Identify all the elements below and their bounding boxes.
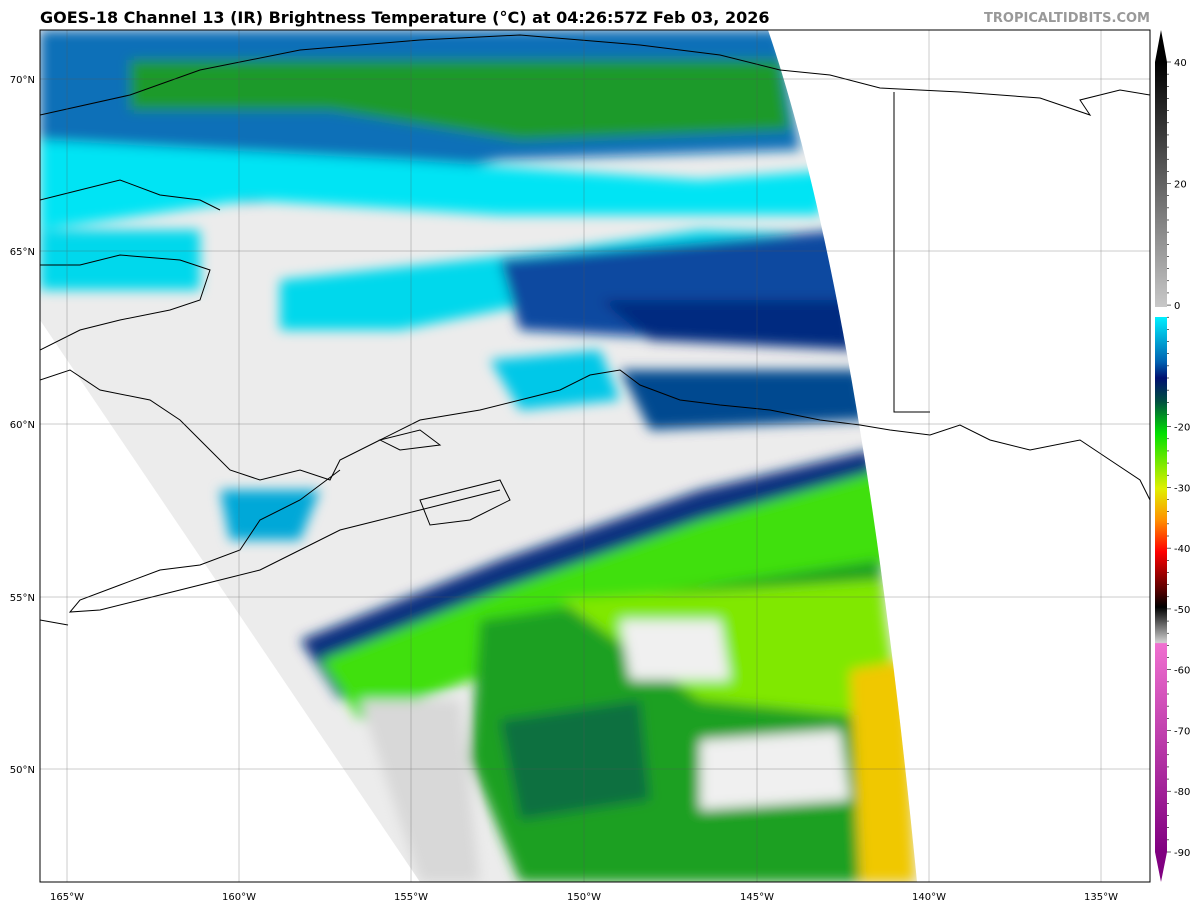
brand-watermark: TROPICALTIDBITS.COM bbox=[984, 11, 1150, 26]
lat-label: 65°N bbox=[10, 247, 35, 258]
colorbar-max-arrow bbox=[1155, 30, 1167, 62]
colorbar-ticks: 40 20 0 -20 -30 -40 -50 -60 -70 -80 -90 bbox=[1167, 58, 1190, 859]
lon-label: 165°W bbox=[50, 892, 84, 903]
lon-label: 160°W bbox=[222, 892, 256, 903]
lat-label: 50°N bbox=[10, 765, 35, 776]
lon-label: 140°W bbox=[912, 892, 946, 903]
colorbar-tick-label: 20 bbox=[1174, 180, 1187, 191]
latitude-labels: 70°N 65°N 60°N 55°N 50°N bbox=[10, 75, 35, 776]
lat-label: 70°N bbox=[10, 75, 35, 86]
graticule bbox=[40, 30, 1150, 882]
colorbar-min-arrow bbox=[1155, 852, 1167, 882]
lon-label: 135°W bbox=[1084, 892, 1118, 903]
colorbar-tick-label: 40 bbox=[1174, 58, 1187, 69]
colorbar-tick-label: -50 bbox=[1174, 605, 1190, 616]
colorbar-tick-label: -90 bbox=[1174, 848, 1190, 859]
colorbar: 40 20 0 -20 -30 -40 -50 -60 -70 -80 -90 bbox=[1155, 30, 1190, 882]
map-title: GOES-18 Channel 13 (IR) Brightness Tempe… bbox=[40, 8, 770, 27]
colorbar-scale bbox=[1155, 62, 1167, 852]
colorbar-tick-label: 0 bbox=[1174, 301, 1180, 312]
coastlines bbox=[40, 34, 1150, 626]
colorbar-tick-label: -70 bbox=[1174, 726, 1190, 737]
lat-label: 60°N bbox=[10, 420, 35, 431]
colorbar-tick-label: -30 bbox=[1174, 483, 1190, 494]
lat-label: 55°N bbox=[10, 593, 35, 604]
colorbar-tick-label: -40 bbox=[1174, 544, 1190, 555]
lon-label: 150°W bbox=[567, 892, 601, 903]
colorbar-tick-label: -80 bbox=[1174, 787, 1190, 798]
lon-label: 145°W bbox=[740, 892, 774, 903]
colorbar-tick-label: -20 bbox=[1174, 423, 1190, 434]
colorbar-tick-label: -60 bbox=[1174, 666, 1190, 677]
lon-label: 155°W bbox=[394, 892, 428, 903]
longitude-labels: 165°W 160°W 155°W 150°W 145°W 140°W 135°… bbox=[50, 892, 1118, 903]
map-frame bbox=[39, 29, 1151, 883]
